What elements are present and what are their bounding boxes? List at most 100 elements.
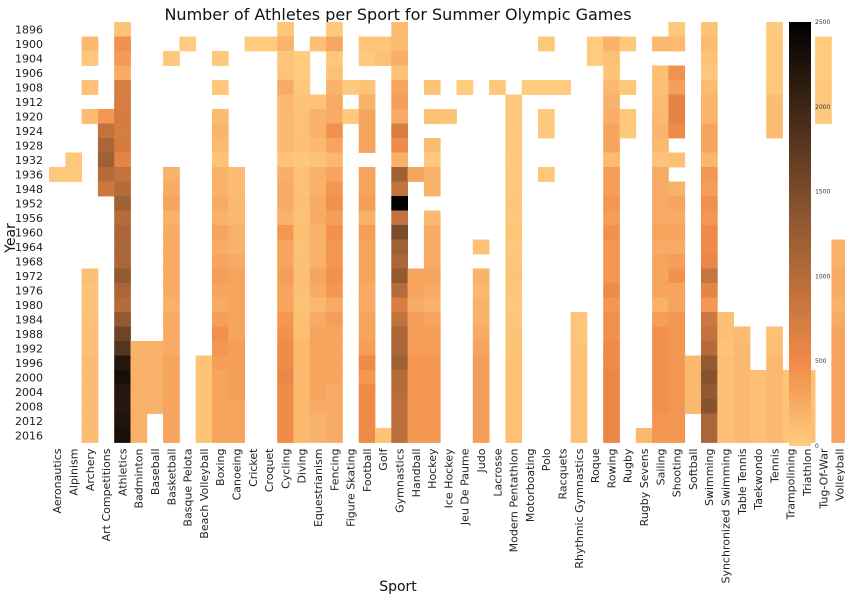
heatmap-cell <box>619 123 637 139</box>
heatmap-cell <box>652 167 669 182</box>
year-tick-label: 1960 <box>15 226 43 239</box>
heatmap-cell <box>97 152 115 168</box>
heatmap-cell <box>505 167 523 182</box>
heatmap-cell <box>326 210 343 226</box>
heatmap-cell <box>277 22 294 37</box>
heatmap-cell <box>309 399 327 414</box>
sport-tick-label: Baseball <box>149 449 162 496</box>
year-tick-label: 1988 <box>15 328 43 341</box>
heatmap-cell <box>81 109 99 124</box>
heatmap-cell <box>375 428 392 443</box>
heatmap-cell <box>733 341 751 356</box>
year-tick-label: 1984 <box>15 313 43 326</box>
heatmap-cell <box>309 210 327 226</box>
heatmap-cell <box>423 297 441 313</box>
heatmap-cell <box>163 384 180 400</box>
heatmap-cell <box>326 80 343 95</box>
heatmap-cell <box>472 413 490 429</box>
heatmap-cell <box>603 341 620 356</box>
heatmap-cell <box>733 326 751 342</box>
heatmap-cell <box>212 341 229 356</box>
sport-tick-label: Beach Volleyball <box>198 449 211 539</box>
heatmap-cell <box>358 138 376 153</box>
heatmap-cell <box>212 181 229 197</box>
sport-tick-label: Canoeing <box>231 449 244 501</box>
heatmap-cell <box>309 181 327 197</box>
heatmap-cell <box>423 109 441 124</box>
heatmap-cell <box>293 355 311 371</box>
heatmap-cell <box>293 80 311 95</box>
heatmap-cell <box>358 196 376 211</box>
year-tick-label: 1972 <box>15 270 43 283</box>
sport-tick-labels: Aeronautics Alpinism Archery Art Competitio… <box>51 447 845 583</box>
sport-tick-label: Boxing <box>214 449 227 486</box>
heatmap-cell <box>326 399 343 414</box>
heatmap-cell <box>701 181 718 197</box>
sport-tick-label: Judo <box>475 448 488 473</box>
heatmap-cell <box>701 196 718 211</box>
heatmap-cell <box>391 297 408 313</box>
heatmap-cell <box>668 239 686 255</box>
heatmap-cell <box>391 399 408 414</box>
colorbar-tick-labels: 0 500 1000 1500 2000 2500 <box>815 19 830 450</box>
heatmap-cell <box>652 138 669 153</box>
heatmap-cell <box>212 312 229 327</box>
sport-tick-label: Cycling <box>279 449 292 489</box>
heatmap-cell <box>407 341 425 356</box>
heatmap-cell <box>358 399 376 414</box>
heatmap-cell <box>293 341 311 356</box>
heatmap-cell <box>603 80 620 95</box>
heatmap-cell <box>505 210 523 226</box>
heatmap-cell <box>326 138 343 153</box>
chart-title: Number of Athletes per Sport for Summer … <box>164 5 631 24</box>
heatmap-cell <box>505 413 523 429</box>
heatmap-cell <box>766 94 783 110</box>
heatmap-cell <box>766 384 783 400</box>
heatmap-cell <box>97 123 115 139</box>
heatmap-cell <box>717 399 734 414</box>
heatmap-cell <box>603 123 620 139</box>
heatmap-cell <box>472 341 490 356</box>
heatmap-cell <box>146 399 164 414</box>
heatmap-cell <box>358 355 376 371</box>
heatmap-cell <box>603 65 620 81</box>
heatmap-cell <box>505 225 523 240</box>
heatmap-cell <box>570 399 588 414</box>
heatmap-cell <box>423 355 441 371</box>
heatmap-cell <box>701 210 718 226</box>
heatmap-cell <box>701 167 718 182</box>
heatmap-cell <box>260 36 278 52</box>
heatmap-cell <box>228 428 245 443</box>
sport-tick-label: Alpinism <box>68 449 81 496</box>
heatmap-cell <box>472 326 490 342</box>
heatmap-cell <box>212 210 229 226</box>
heatmap-cell <box>277 109 294 124</box>
heatmap-cell <box>668 210 686 226</box>
heatmap-cell <box>603 181 620 197</box>
heatmap-cell <box>668 268 686 284</box>
year-tick-label: 2012 <box>15 415 43 428</box>
heatmap-cell <box>391 370 408 385</box>
heatmap-cell <box>81 312 99 327</box>
year-tick-label: 1976 <box>15 284 43 297</box>
heatmap-cell <box>114 123 131 139</box>
heatmap-cell <box>505 341 523 356</box>
heatmap-cell <box>114 210 131 226</box>
sport-tick-label: Fencing <box>328 449 341 492</box>
heatmap-cell <box>114 370 131 385</box>
heatmap-cell <box>326 355 343 371</box>
heatmap-cell <box>277 51 294 66</box>
heatmap-cell <box>114 138 131 153</box>
heatmap-cell <box>766 22 783 37</box>
heatmap-cell <box>668 109 686 124</box>
heatmap-cell <box>114 181 131 197</box>
heatmap-cell <box>326 225 343 240</box>
heatmap-cell <box>505 239 523 255</box>
heatmap-cell <box>423 384 441 400</box>
heatmap-cell <box>538 123 555 139</box>
heatmap-cell <box>391 428 408 443</box>
heatmap-cell <box>212 51 229 66</box>
heatmap-cell <box>701 239 718 255</box>
heatmap-cell <box>114 428 131 443</box>
